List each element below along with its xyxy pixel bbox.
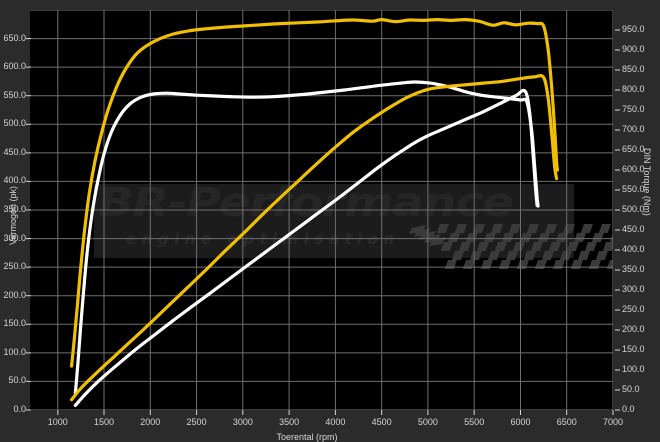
grid-layer [30,10,613,410]
y-tick-right-500.0: 500.0 [622,204,645,214]
y-tick-right-350.0: 350.0 [622,264,645,274]
y-tick-right-800.0: 800.0 [622,84,645,94]
y-tick-left-50.0: 50.0 [8,375,26,386]
x-tick-2500: 2500 [186,417,207,427]
y-axis-left-tickmarks [26,38,31,411]
y-tick-right-250.0: 250.0 [622,304,645,314]
x-axis-title: Toerental (rpm) [276,432,338,442]
y-tick-right-150.0: 150.0 [622,344,645,354]
y-tick-left-400.0: 400.0 [3,175,26,186]
y-tick-right-850.0: 850.0 [622,64,645,74]
y-tick-left-300.0: 300.0 [3,232,26,243]
y-tick-left-450.0: 450.0 [3,146,26,157]
y-tick-left-650.0: 650.0 [3,32,26,43]
y-tick-right-400.0: 400.0 [622,244,645,254]
x-tick-3000: 3000 [232,417,253,427]
x-axis-tickmarks [57,410,614,415]
y-tick-right-300.0: 300.0 [622,284,645,294]
x-tick-4500: 4500 [371,417,392,427]
x-tick-1500: 1500 [94,417,115,427]
x-tick-2000: 2000 [140,417,161,427]
y-tick-right-600.0: 600.0 [622,164,645,174]
x-tick-4000: 4000 [325,417,346,427]
x-tick-7000: 7000 [602,417,624,427]
y-tick-right-750.0: 750.0 [622,104,645,114]
x-tick-5000: 5000 [417,417,438,427]
x-tick-5500: 5500 [464,417,485,427]
y-tick-left-200.0: 200.0 [3,289,26,300]
y-tick-right-650.0: 650.0 [622,144,645,154]
x-tick-1000: 1000 [47,417,68,427]
y-tick-right-900.0: 900.0 [622,44,645,54]
y-tick-left-150.0: 150.0 [3,318,26,329]
y-tick-right-450.0: 450.0 [622,224,645,234]
y-tick-right-50.0: 50.0 [622,384,640,394]
y-tick-right-100.0: 100.0 [622,364,645,374]
plot-area: BR-Performance engine optimisation [30,10,613,410]
y-tick-right-200.0: 200.0 [622,324,645,334]
x-tick-6000: 6000 [510,417,531,427]
y-axis-right-tickmarks [615,29,620,411]
y-tick-right-550.0: 550.0 [622,184,645,194]
y-axis-left-title: Vermogen (pk) [8,185,18,245]
y-tick-right-950.0: 950.0 [622,24,645,34]
x-tick-6500: 6500 [556,417,577,427]
y-tick-right-0.0: 0.0 [622,404,635,414]
y-axis-right-title: DIN Torque (Nm) [642,148,652,216]
y-tick-right-700.0: 700.0 [622,124,645,134]
y-tick-left-550.0: 550.0 [3,89,26,100]
y-tick-left-250.0: 250.0 [3,261,26,272]
y-tick-left-0.0: 0.0 [13,404,26,414]
y-tick-left-100.0: 100.0 [3,346,26,357]
y-tick-left-500.0: 500.0 [3,118,26,129]
y-tick-left-350.0: 350.0 [3,204,26,214]
curve-layer [70,17,560,407]
y-tick-left-600.0: 600.0 [3,61,26,72]
x-tick-3500: 3500 [279,417,300,427]
